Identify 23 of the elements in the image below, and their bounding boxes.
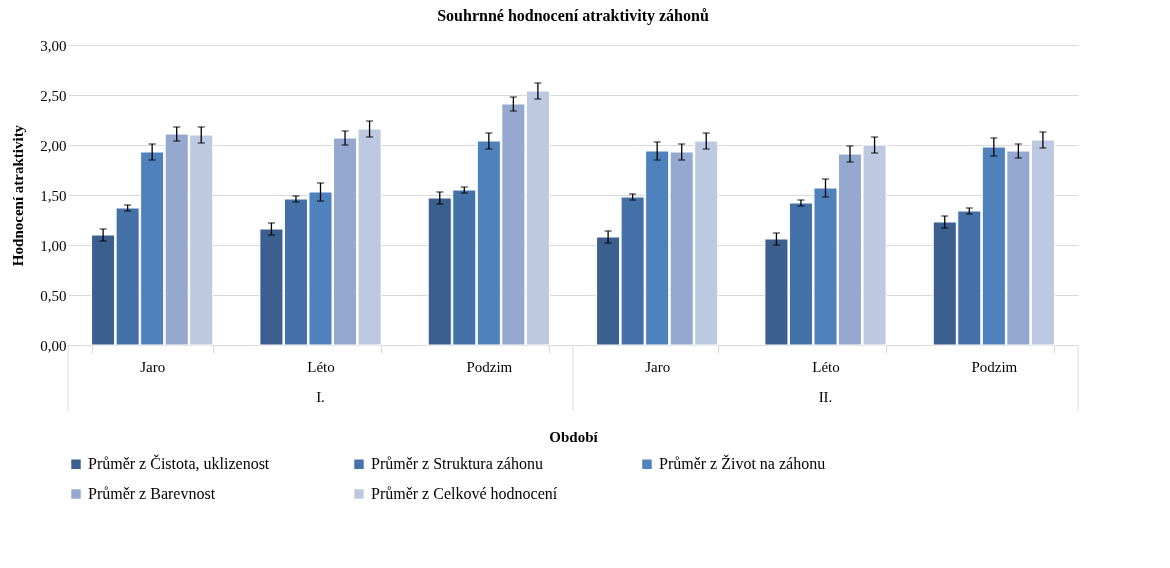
legend-label: Průměr z Struktura záhonu: [371, 455, 543, 473]
legend-label: Průměr z Celkové hodnocení: [371, 485, 558, 502]
x-tick-label: Jaro: [140, 358, 166, 375]
y-tick-label: 3,00: [40, 37, 67, 54]
chart-title: Souhrnné hodnocení atraktivity záhonů: [437, 7, 709, 25]
legend-label: Průměr z Barevnost: [88, 485, 216, 502]
y-tick-label: 2,50: [40, 87, 67, 104]
x-tick-label: Podzim: [466, 358, 513, 375]
y-tick-label: 0,00: [40, 337, 67, 354]
legend-label: Průměr z Život na záhonu: [659, 454, 826, 473]
y-tick-label: 0,50: [40, 287, 67, 304]
x-tick-label: Léto: [812, 358, 840, 375]
y-axis-title: Hodnocení atraktivity: [10, 124, 27, 267]
x-tick-label: Jaro: [645, 358, 671, 375]
x-tick-label: Podzim: [971, 358, 1018, 375]
text: II.: [818, 389, 833, 405]
text: I.: [316, 389, 325, 405]
y-tick-label: 1,50: [40, 187, 67, 204]
x-tick-label: Léto: [307, 358, 335, 375]
legend-label: Průměr z Čistota, uklizenost: [88, 454, 270, 473]
x-axis-title: Období: [549, 428, 599, 445]
y-tick-label: 1,00: [40, 237, 67, 254]
y-tick-label: 2,00: [40, 137, 67, 154]
